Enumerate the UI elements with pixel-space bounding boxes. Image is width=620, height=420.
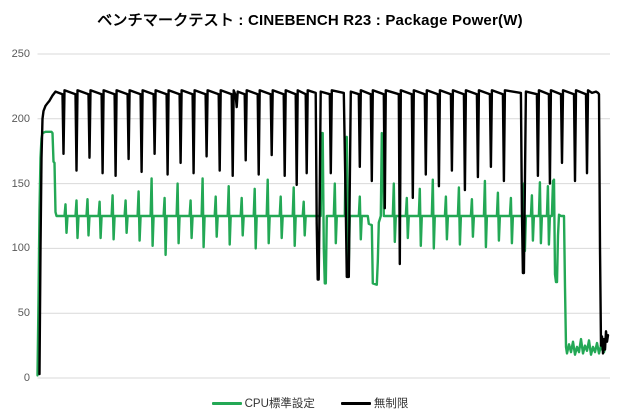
series-line-0: [36, 130, 607, 377]
legend: CPU標準設定 無制限: [0, 395, 620, 411]
legend-label-cpu-standard: CPU標準設定: [244, 398, 315, 410]
legend-line-swatch-green-icon: [211, 401, 242, 405]
legend-item-cpu-standard: CPU標準設定: [211, 395, 315, 411]
y-axis-tick-label: 50: [17, 307, 30, 320]
y-axis-tick-label: 0: [23, 372, 30, 384]
y-axis-tick-label: 250: [11, 48, 30, 60]
legend-label-unlimited: 無制限: [373, 398, 409, 410]
y-axis-tick-label: 100: [11, 242, 30, 255]
legend-item-unlimited: 無制限: [340, 395, 409, 411]
y-axis-tick-label: 200: [11, 112, 30, 125]
y-axis-tick-label: 150: [11, 177, 30, 190]
chart-title: ベンチマークテスト : CINEBENCH R23 : Package Powe…: [97, 12, 523, 29]
legend-line-swatch-black-icon: [340, 401, 371, 405]
series-line-1: [38, 89, 610, 376]
